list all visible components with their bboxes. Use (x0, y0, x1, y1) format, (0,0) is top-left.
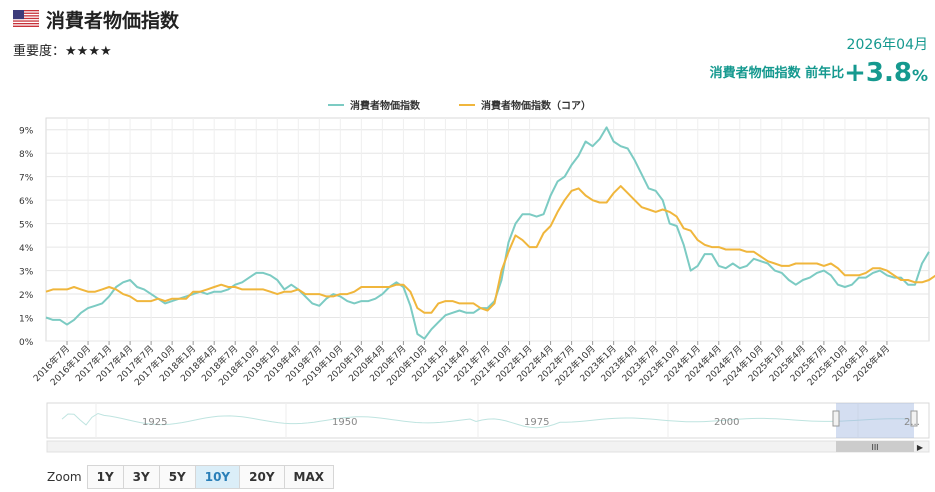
chart-legend: 消費者物価指数 消費者物価指数（コア） (328, 99, 591, 112)
importance-label: 重要度： (13, 44, 66, 59)
navigator-year-label: 2... (904, 417, 920, 428)
zoom-label: Zoom (47, 470, 82, 484)
cpi-line-chart: 0%1%2%3%4%5%6%7%8%9%2016年7月2016年10月2017年… (19, 99, 935, 453)
navigator-selection (836, 403, 914, 438)
legend-label-headline: 消費者物価指数 (350, 99, 421, 112)
zoom-10y-button[interactable]: 10Y (194, 465, 241, 489)
page-title: 消費者物価指数 (46, 10, 180, 32)
yoy-unit: % (911, 66, 928, 85)
y-tick-label: 5% (19, 221, 34, 231)
navigator-year-label: 1950 (332, 417, 357, 428)
zoom-20y-button[interactable]: 20Y (239, 465, 285, 489)
zoom-1y-button[interactable]: 1Y (86, 465, 124, 489)
y-tick-label: 7% (19, 174, 34, 184)
y-tick-label: 4% (19, 244, 34, 254)
navigator-scrollbar-thumb[interactable] (836, 441, 914, 452)
zoom-max-button[interactable]: MAX (283, 465, 334, 489)
importance-rating: 重要度：★★★★ (13, 40, 112, 59)
navigator-year-label: 1975 (524, 417, 549, 428)
y-tick-label: 2% (19, 291, 34, 301)
y-tick-label: 9% (19, 127, 34, 137)
zoom-bar: Zoom 1Y 3Y 5Y 10Y 20Y MAX (47, 465, 334, 489)
zoom-3y-button[interactable]: 3Y (122, 465, 160, 489)
y-tick-label: 3% (19, 268, 34, 278)
importance-stars: ★★★★ (65, 44, 112, 59)
navigator-year-label: 2000 (714, 417, 739, 428)
scroll-right-arrow-icon[interactable]: ▶ (917, 443, 924, 452)
navigator-series (61, 412, 909, 429)
series-line-headline (45, 126, 930, 340)
series-line-core (45, 185, 935, 314)
navigator-handle-right (910, 410, 918, 427)
release-period: 2026年04月 (846, 37, 928, 53)
y-tick-label: 6% (19, 197, 34, 207)
indicator-header: 消費者物価指数 重要度：★★★★ 2026年04月 消費者物価指数 前年比+3.… (0, 0, 935, 96)
y-tick-label: 0% (19, 338, 34, 348)
zoom-5y-button[interactable]: 5Y (158, 465, 196, 489)
yoy-summary: 消費者物価指数 前年比+3.8% (710, 58, 928, 88)
legend-label-core: 消費者物価指数（コア） (481, 99, 591, 112)
y-tick-label: 1% (19, 315, 34, 325)
y-tick-label: 8% (19, 150, 34, 160)
us-flag-icon (13, 10, 39, 27)
yoy-value: +3.8 (844, 58, 912, 88)
navigator-year-label: 1925 (142, 417, 167, 428)
yoy-label: 消費者物価指数 前年比 (709, 66, 845, 81)
navigator-scrollbar-track (46, 440, 930, 453)
scrollbar-grip: III (871, 443, 878, 452)
navigator-handle-left (832, 410, 840, 427)
